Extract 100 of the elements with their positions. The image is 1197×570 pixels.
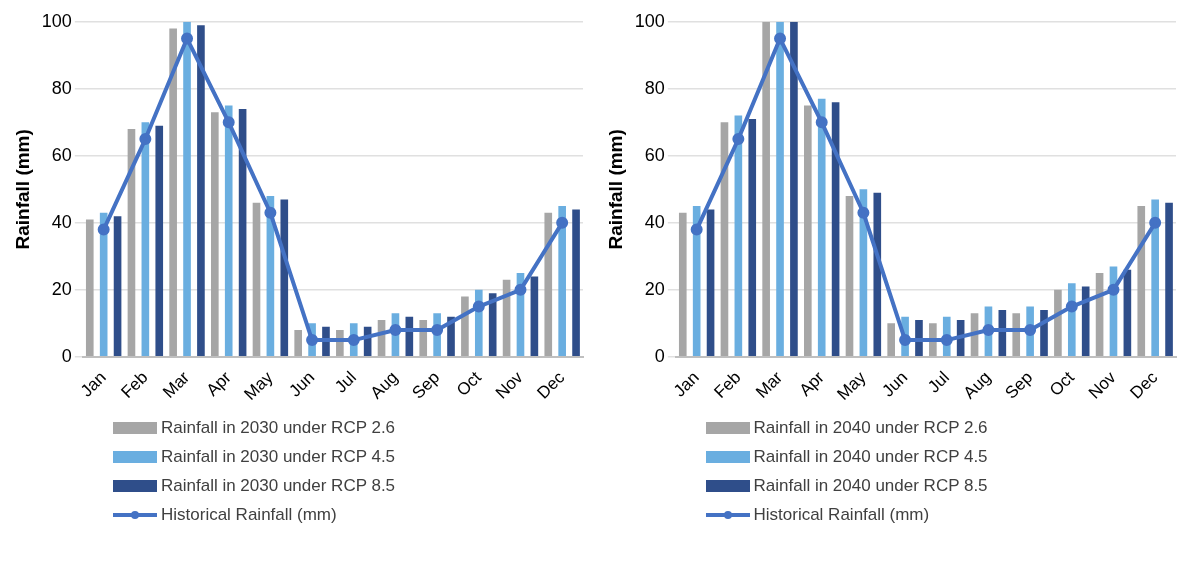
bar <box>211 112 219 357</box>
x-tick-label: Oct <box>1045 367 1078 400</box>
point <box>389 324 402 337</box>
bar <box>113 216 122 357</box>
legend-label: Rainfall in 2040 under RCP 8.5 <box>753 476 988 496</box>
bar <box>294 330 302 357</box>
x-tick-label: Apr <box>202 367 236 400</box>
y-axis-title: Rainfall (mm) <box>604 129 626 250</box>
bar <box>169 28 177 357</box>
point <box>1148 216 1161 229</box>
x-tick-label: Jan <box>76 367 110 401</box>
bar <box>1039 309 1048 357</box>
y-tick-label: 60 <box>644 144 665 165</box>
y-tick-label: 80 <box>644 77 665 98</box>
y-tick-label: 80 <box>51 77 72 98</box>
legend-label: Rainfall in 2040 under RCP 2.6 <box>753 418 988 438</box>
point <box>222 116 235 129</box>
x-tick-label: Jun <box>877 367 911 401</box>
point <box>856 206 869 219</box>
x-tick-label: Feb <box>709 367 744 402</box>
x-tick-label: Nov <box>1084 367 1120 403</box>
y-tick-label: 40 <box>644 211 665 232</box>
y-tick-label: 60 <box>51 144 72 165</box>
bar <box>1136 206 1145 357</box>
point <box>773 32 786 45</box>
bar <box>1053 289 1062 357</box>
y-tick-label: 0 <box>654 345 665 366</box>
bar <box>252 202 261 357</box>
bar <box>1164 202 1173 357</box>
y-tick-label: 0 <box>61 345 72 366</box>
bar <box>761 21 770 357</box>
bar <box>558 206 566 357</box>
bar <box>280 199 289 357</box>
point <box>347 334 360 347</box>
bar <box>1150 199 1159 357</box>
bar <box>775 21 784 357</box>
legend-label: Rainfall in 2030 under RCP 4.5 <box>161 447 396 467</box>
point <box>898 334 911 347</box>
bar <box>183 21 191 357</box>
y-tick-label: 20 <box>51 278 72 299</box>
x-tick-label: Jun <box>285 367 319 401</box>
legend-label: Rainfall in 2030 under RCP 2.6 <box>161 418 396 438</box>
x-tick-label: Oct <box>452 367 486 400</box>
x-tick-label: Dec <box>1125 367 1162 403</box>
bar <box>461 296 469 357</box>
x-tick-label: Aug <box>366 367 402 403</box>
point <box>556 216 569 229</box>
legend-label: Rainfall in 2030 under RCP 8.5 <box>161 476 396 496</box>
legend-label: Historical Rainfall (mm) <box>753 505 930 525</box>
bar <box>85 219 94 357</box>
point <box>731 133 744 146</box>
x-tick-label: Sep <box>408 367 444 403</box>
bar <box>572 209 580 357</box>
point <box>181 32 194 45</box>
point <box>1106 283 1119 296</box>
x-tick-label: Nov <box>491 367 527 403</box>
point <box>431 324 444 337</box>
point <box>1023 324 1036 337</box>
bar <box>197 25 205 357</box>
point <box>940 334 953 347</box>
bar <box>678 212 687 357</box>
point <box>264 206 277 219</box>
bar <box>530 276 539 357</box>
x-tick-label: Jul <box>331 367 360 397</box>
x-tick-label: Feb <box>117 367 152 402</box>
x-tick-label: May <box>832 367 870 404</box>
x-tick-label: Mar <box>751 367 786 402</box>
bar <box>488 293 497 357</box>
x-tick-label: Dec <box>533 367 569 403</box>
bar <box>747 118 756 357</box>
bar <box>1011 313 1020 357</box>
point <box>815 116 828 129</box>
bar <box>886 323 895 357</box>
y-axis-title: Rainfall (mm) <box>11 129 33 250</box>
point <box>306 334 319 347</box>
bar <box>706 209 714 357</box>
x-tick-label: Jan <box>669 367 703 401</box>
y-tick-label: 100 <box>41 10 72 31</box>
bar <box>817 98 826 357</box>
bar <box>845 196 853 357</box>
bar <box>789 21 798 357</box>
point <box>981 324 994 337</box>
x-tick-label: Aug <box>959 367 995 403</box>
bar <box>544 212 553 357</box>
x-tick-label: Mar <box>159 367 194 402</box>
y-tick-label: 40 <box>51 211 72 232</box>
point <box>97 223 110 236</box>
bar <box>224 105 233 357</box>
bar <box>803 105 812 357</box>
point <box>472 300 485 313</box>
point <box>514 283 527 296</box>
bar <box>155 125 164 357</box>
y-tick-label: 100 <box>634 10 665 31</box>
x-tick-label: May <box>240 367 277 404</box>
bar <box>1081 286 1090 357</box>
x-tick-label: Sep <box>1000 367 1036 403</box>
x-tick-label: Jul <box>923 367 953 397</box>
point <box>690 223 703 236</box>
legend-label: Rainfall in 2040 under RCP 4.5 <box>753 447 988 467</box>
point <box>1065 300 1078 313</box>
